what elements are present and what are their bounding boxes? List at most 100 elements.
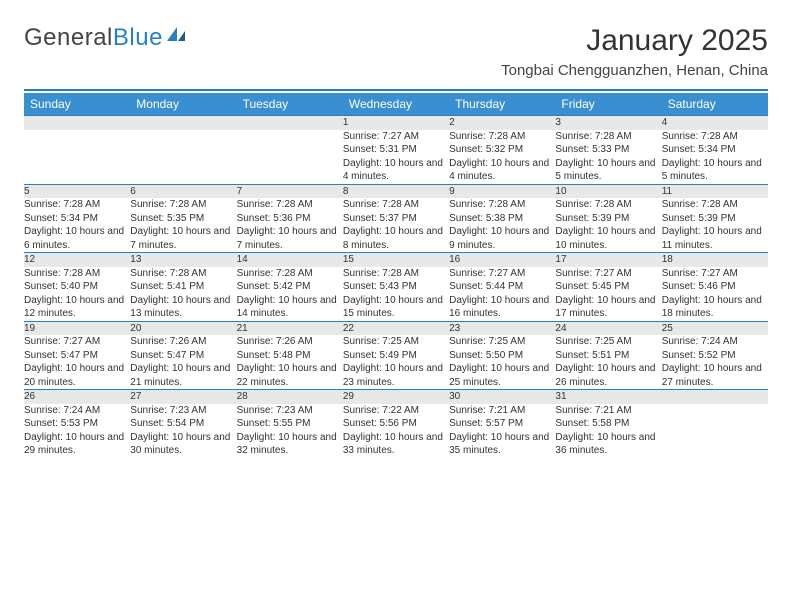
day-number: 19	[24, 321, 130, 335]
day-info: Sunrise: 7:28 AMSunset: 5:36 PMDaylight:…	[237, 198, 343, 253]
sunrise-text: Sunrise: 7:21 AM	[449, 404, 555, 418]
daynum-row: 567891011	[24, 184, 768, 198]
day-info: Sunrise: 7:27 AMSunset: 5:45 PMDaylight:…	[555, 267, 661, 322]
day-info: Sunrise: 7:23 AMSunset: 5:55 PMDaylight:…	[237, 404, 343, 458]
sunrise-text: Sunrise: 7:28 AM	[237, 198, 343, 212]
sunrise-text: Sunrise: 7:28 AM	[130, 198, 236, 212]
daylight-text: Daylight: 10 hours and 26 minutes.	[555, 362, 661, 389]
daylight-text: Daylight: 10 hours and 11 minutes.	[662, 225, 768, 252]
logo-sail-icon	[167, 27, 185, 41]
sunset-text: Sunset: 5:44 PM	[449, 280, 555, 294]
weekday-header: Wednesday	[343, 93, 449, 116]
calendar-page: GeneralBlue January 2025 Tongbai Chenggu…	[0, 0, 792, 458]
sunrise-text: Sunrise: 7:26 AM	[237, 335, 343, 349]
daylight-text: Daylight: 10 hours and 9 minutes.	[449, 225, 555, 252]
sunset-text: Sunset: 5:51 PM	[555, 349, 661, 363]
calendar-table: SundayMondayTuesdayWednesdayThursdayFrid…	[24, 93, 768, 458]
weekday-header: Tuesday	[237, 93, 343, 116]
day-info: Sunrise: 7:28 AMSunset: 5:41 PMDaylight:…	[130, 267, 236, 322]
day-info: Sunrise: 7:22 AMSunset: 5:56 PMDaylight:…	[343, 404, 449, 458]
daylight-text: Daylight: 10 hours and 14 minutes.	[237, 294, 343, 321]
empty-cell	[24, 116, 130, 130]
daylight-text: Daylight: 10 hours and 5 minutes.	[662, 157, 768, 184]
day-number: 12	[24, 253, 130, 267]
day-info: Sunrise: 7:23 AMSunset: 5:54 PMDaylight:…	[130, 404, 236, 458]
day-info: Sunrise: 7:27 AMSunset: 5:46 PMDaylight:…	[662, 267, 768, 322]
day-number: 4	[662, 116, 768, 130]
day-info: Sunrise: 7:28 AMSunset: 5:37 PMDaylight:…	[343, 198, 449, 253]
daylight-text: Daylight: 10 hours and 8 minutes.	[343, 225, 449, 252]
sunrise-text: Sunrise: 7:23 AM	[237, 404, 343, 418]
info-row: Sunrise: 7:27 AMSunset: 5:31 PMDaylight:…	[24, 130, 768, 185]
empty-cell	[662, 390, 768, 404]
daylight-text: Daylight: 10 hours and 7 minutes.	[130, 225, 236, 252]
sunrise-text: Sunrise: 7:28 AM	[555, 130, 661, 144]
daylight-text: Daylight: 10 hours and 27 minutes.	[662, 362, 768, 389]
sunset-text: Sunset: 5:48 PM	[237, 349, 343, 363]
sunset-text: Sunset: 5:39 PM	[662, 212, 768, 226]
header-divider	[24, 89, 768, 91]
sunset-text: Sunset: 5:40 PM	[24, 280, 130, 294]
day-info: Sunrise: 7:26 AMSunset: 5:47 PMDaylight:…	[130, 335, 236, 390]
day-number: 10	[555, 184, 661, 198]
sunrise-text: Sunrise: 7:28 AM	[662, 198, 768, 212]
empty-cell	[662, 404, 768, 458]
sunrise-text: Sunrise: 7:23 AM	[130, 404, 236, 418]
daylight-text: Daylight: 10 hours and 20 minutes.	[24, 362, 130, 389]
day-number: 16	[449, 253, 555, 267]
daylight-text: Daylight: 10 hours and 21 minutes.	[130, 362, 236, 389]
info-row: Sunrise: 7:28 AMSunset: 5:40 PMDaylight:…	[24, 267, 768, 322]
day-info: Sunrise: 7:27 AMSunset: 5:31 PMDaylight:…	[343, 130, 449, 185]
sunset-text: Sunset: 5:50 PM	[449, 349, 555, 363]
sunset-text: Sunset: 5:49 PM	[343, 349, 449, 363]
day-number: 13	[130, 253, 236, 267]
sunrise-text: Sunrise: 7:27 AM	[343, 130, 449, 144]
day-number: 5	[24, 184, 130, 198]
daylight-text: Daylight: 10 hours and 5 minutes.	[555, 157, 661, 184]
day-number: 20	[130, 321, 236, 335]
day-number: 31	[555, 390, 661, 404]
brand-blue: Blue	[113, 24, 163, 51]
sunrise-text: Sunrise: 7:28 AM	[343, 267, 449, 281]
sunset-text: Sunset: 5:42 PM	[237, 280, 343, 294]
daylight-text: Daylight: 10 hours and 36 minutes.	[555, 431, 661, 458]
sunrise-text: Sunrise: 7:22 AM	[343, 404, 449, 418]
sunset-text: Sunset: 5:54 PM	[130, 417, 236, 431]
weekday-header: Saturday	[662, 93, 768, 116]
day-info: Sunrise: 7:28 AMSunset: 5:32 PMDaylight:…	[449, 130, 555, 185]
sunset-text: Sunset: 5:41 PM	[130, 280, 236, 294]
day-info: Sunrise: 7:28 AMSunset: 5:33 PMDaylight:…	[555, 130, 661, 185]
sunset-text: Sunset: 5:46 PM	[662, 280, 768, 294]
sunset-text: Sunset: 5:43 PM	[343, 280, 449, 294]
day-info: Sunrise: 7:28 AMSunset: 5:39 PMDaylight:…	[662, 198, 768, 253]
daylight-text: Daylight: 10 hours and 17 minutes.	[555, 294, 661, 321]
month-title: January 2025	[501, 24, 768, 58]
day-info: Sunrise: 7:21 AMSunset: 5:58 PMDaylight:…	[555, 404, 661, 458]
day-number: 18	[662, 253, 768, 267]
sunset-text: Sunset: 5:32 PM	[449, 143, 555, 157]
daylight-text: Daylight: 10 hours and 12 minutes.	[24, 294, 130, 321]
sunrise-text: Sunrise: 7:28 AM	[237, 267, 343, 281]
sunrise-text: Sunrise: 7:28 AM	[343, 198, 449, 212]
day-info: Sunrise: 7:27 AMSunset: 5:44 PMDaylight:…	[449, 267, 555, 322]
sunrise-text: Sunrise: 7:27 AM	[24, 335, 130, 349]
brand-text: GeneralBlue	[24, 24, 163, 52]
day-info: Sunrise: 7:24 AMSunset: 5:52 PMDaylight:…	[662, 335, 768, 390]
sunrise-text: Sunrise: 7:28 AM	[24, 267, 130, 281]
day-info: Sunrise: 7:25 AMSunset: 5:51 PMDaylight:…	[555, 335, 661, 390]
sunrise-text: Sunrise: 7:28 AM	[555, 198, 661, 212]
day-info: Sunrise: 7:25 AMSunset: 5:50 PMDaylight:…	[449, 335, 555, 390]
day-info: Sunrise: 7:28 AMSunset: 5:38 PMDaylight:…	[449, 198, 555, 253]
day-number: 28	[237, 390, 343, 404]
day-number: 23	[449, 321, 555, 335]
sunrise-text: Sunrise: 7:27 AM	[555, 267, 661, 281]
daylight-text: Daylight: 10 hours and 15 minutes.	[343, 294, 449, 321]
sunset-text: Sunset: 5:33 PM	[555, 143, 661, 157]
day-number: 26	[24, 390, 130, 404]
empty-cell	[237, 116, 343, 130]
day-number: 27	[130, 390, 236, 404]
title-block: January 2025 Tongbai Chengguanzhen, Hena…	[501, 24, 768, 79]
day-number: 14	[237, 253, 343, 267]
daynum-row: 1234	[24, 116, 768, 130]
sunset-text: Sunset: 5:47 PM	[130, 349, 236, 363]
